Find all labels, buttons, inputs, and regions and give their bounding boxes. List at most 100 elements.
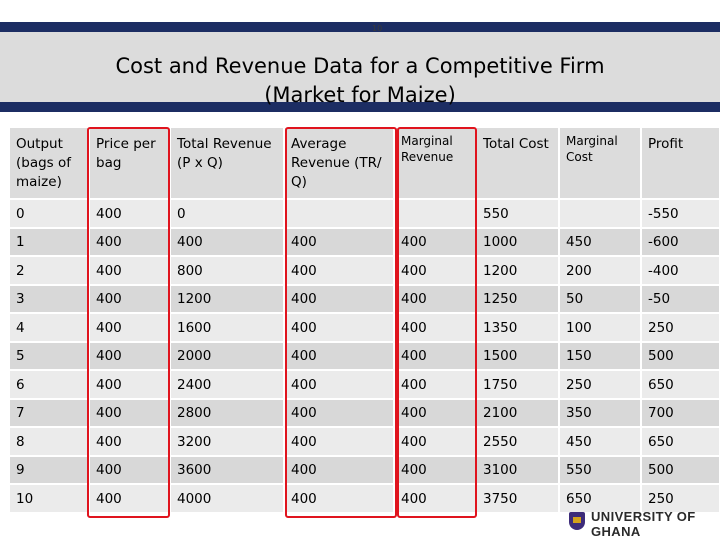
cell-total-revenue: 3600 (171, 456, 283, 483)
university-logo: UNIVERSITY OF GHANA (565, 508, 720, 540)
table-header-row: Output (bags of maize) Price per bag Total… (10, 128, 719, 198)
cell-average-revenue: 400 (285, 371, 393, 398)
cell-total-cost: 3750 (477, 485, 558, 512)
cell-average-revenue: 400 (285, 285, 393, 312)
cell-price: 400 (90, 285, 169, 312)
cell-average-revenue: 400 (285, 399, 393, 426)
cell-total-revenue: 0 (171, 200, 283, 227)
table-row: 9 400 3600 400 400 3100 550 500 (10, 456, 719, 483)
cell-price: 400 (90, 428, 169, 455)
cell-total-cost: 1750 (477, 371, 558, 398)
logo-text: UNIVERSITY OF GHANA (591, 509, 696, 539)
cell-output: 4 (10, 314, 88, 341)
cell-total-cost: 550 (477, 200, 558, 227)
table-row: 7 400 2800 400 400 2100 350 700 (10, 399, 719, 426)
cell-marginal-cost: 150 (560, 342, 640, 369)
header-output: Output (bags of maize) (10, 128, 88, 198)
cost-revenue-table: Output (bags of maize) Price per bag Total… (8, 126, 720, 514)
cell-profit: 250 (642, 314, 719, 341)
cell-marginal-cost: 50 (560, 285, 640, 312)
cell-marginal-revenue: 400 (395, 456, 475, 483)
cell-price: 400 (90, 342, 169, 369)
cell-marginal-cost: 450 (560, 428, 640, 455)
cell-marginal-cost: 100 (560, 314, 640, 341)
cell-marginal-cost: 350 (560, 399, 640, 426)
cell-profit: 500 (642, 342, 719, 369)
cell-average-revenue: 400 (285, 228, 393, 255)
page-number: 10 (372, 24, 383, 33)
table-row: 0 400 0 550 -550 (10, 200, 719, 227)
cell-price: 400 (90, 485, 169, 512)
cell-marginal-cost (560, 200, 640, 227)
cell-profit: 700 (642, 399, 719, 426)
cell-output: 1 (10, 228, 88, 255)
highlight-marginal-revenue-column (397, 127, 477, 518)
cell-profit: 250 (642, 485, 719, 512)
cell-price: 400 (90, 257, 169, 284)
cell-marginal-cost: 450 (560, 228, 640, 255)
cell-average-revenue: 400 (285, 428, 393, 455)
header-profit: Profit (642, 128, 719, 198)
cell-output: 5 (10, 342, 88, 369)
cell-profit: -50 (642, 285, 719, 312)
table-row: 2 400 800 400 400 1200 200 -400 (10, 257, 719, 284)
cell-output: 3 (10, 285, 88, 312)
cell-output: 10 (10, 485, 88, 512)
cell-price: 400 (90, 456, 169, 483)
cell-output: 6 (10, 371, 88, 398)
cell-profit: -550 (642, 200, 719, 227)
cell-average-revenue (285, 200, 393, 227)
cell-total-revenue: 1600 (171, 314, 283, 341)
cell-price: 400 (90, 314, 169, 341)
cell-marginal-revenue (395, 200, 475, 227)
title-line-2: (Market for Maize) (264, 83, 456, 107)
cell-total-cost: 1350 (477, 314, 558, 341)
cell-marginal-revenue: 400 (395, 314, 475, 341)
header-total-cost: Total Cost (477, 128, 558, 198)
title-banner (0, 22, 720, 112)
cell-marginal-cost: 550 (560, 456, 640, 483)
cell-marginal-revenue: 400 (395, 285, 475, 312)
cell-total-cost: 3100 (477, 456, 558, 483)
cell-profit: 650 (642, 371, 719, 398)
title-band (0, 32, 720, 102)
cell-price: 400 (90, 228, 169, 255)
cell-profit: 500 (642, 456, 719, 483)
cell-marginal-revenue: 400 (395, 485, 475, 512)
cell-total-revenue: 2400 (171, 371, 283, 398)
cell-price: 400 (90, 371, 169, 398)
cell-average-revenue: 400 (285, 342, 393, 369)
cell-output: 7 (10, 399, 88, 426)
cell-total-cost: 1250 (477, 285, 558, 312)
cell-output: 2 (10, 257, 88, 284)
cell-total-revenue: 3200 (171, 428, 283, 455)
header-average-revenue: Average Revenue (TR/ Q) (285, 128, 393, 198)
cell-total-cost: 1500 (477, 342, 558, 369)
cell-total-revenue: 400 (171, 228, 283, 255)
cell-total-revenue: 800 (171, 257, 283, 284)
header-price: Price per bag (90, 128, 169, 198)
table-row: 8 400 3200 400 400 2550 450 650 (10, 428, 719, 455)
cell-marginal-revenue: 400 (395, 371, 475, 398)
cell-total-revenue: 2000 (171, 342, 283, 369)
title-line-1: Cost and Revenue Data for a Competitive … (115, 54, 605, 78)
cell-output: 9 (10, 456, 88, 483)
cell-marginal-revenue: 400 (395, 399, 475, 426)
cell-marginal-cost: 250 (560, 371, 640, 398)
cell-output: 8 (10, 428, 88, 455)
cell-profit: -600 (642, 228, 719, 255)
table-row: 4 400 1600 400 400 1350 100 250 (10, 314, 719, 341)
table-body: 0 400 0 550 -550 1 400 400 400 400 1000 450 -600 2 400… (10, 200, 719, 512)
header-total-revenue: Total Revenue (P x Q) (171, 128, 283, 198)
cell-total-revenue: 4000 (171, 485, 283, 512)
cell-marginal-revenue: 400 (395, 228, 475, 255)
cell-total-cost: 2100 (477, 399, 558, 426)
cell-average-revenue: 400 (285, 456, 393, 483)
cell-marginal-revenue: 400 (395, 428, 475, 455)
cell-marginal-revenue: 400 (395, 257, 475, 284)
cell-total-revenue: 1200 (171, 285, 283, 312)
cell-total-cost: 1200 (477, 257, 558, 284)
cell-output: 0 (10, 200, 88, 227)
crest-icon (569, 512, 585, 530)
cell-profit: 650 (642, 428, 719, 455)
